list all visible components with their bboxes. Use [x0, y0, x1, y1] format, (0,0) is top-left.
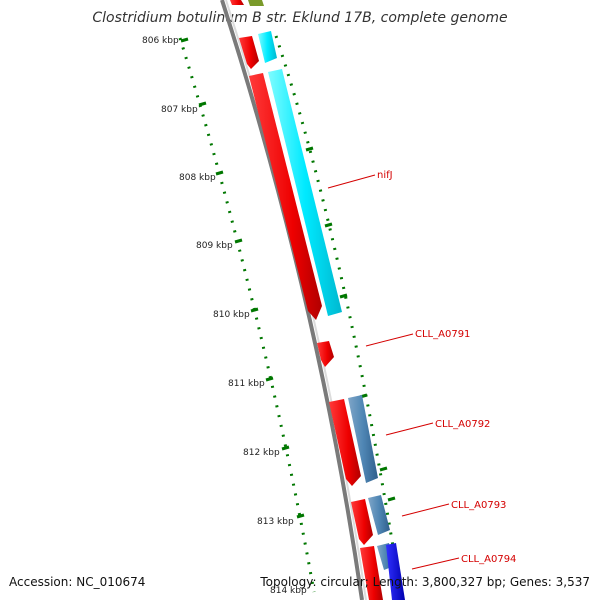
- genome-backbone: [220, 0, 364, 600]
- genome-summary-text: Topology: circular; Length: 3,800,327 bp…: [260, 575, 590, 589]
- tick-label: 810 kbp: [213, 310, 250, 320]
- genome-title: Clostridium botulinum B str. Eklund 17B,…: [92, 10, 508, 26]
- feature-olive: [248, 0, 264, 6]
- cds-feature-steel: [348, 395, 378, 483]
- genome-backbone-highlight: [225, 0, 367, 600]
- gene-label-cll-a0792: CLL_A0792: [435, 419, 490, 430]
- accession-text: Accession: NC_010674: [9, 575, 146, 589]
- cds-feature-steel: [368, 495, 390, 535]
- tick-label: 807 kbp: [161, 105, 198, 115]
- tick-label: 806 kbp: [142, 36, 179, 46]
- cds-feature-cyan: [268, 69, 342, 316]
- gene-label-nifj: nifJ: [377, 170, 393, 181]
- label-connectors: [327, 174, 460, 570]
- cds-feature: [329, 399, 361, 486]
- cds-feature: [249, 73, 322, 320]
- gene-label-cll-a0794: CLL_A0794: [461, 554, 516, 565]
- cds-feature: [360, 546, 383, 600]
- cds-feature: [230, 0, 244, 5]
- tick-marks: [180, 37, 305, 519]
- cds-feature: [239, 36, 259, 69]
- tick-labels: 806 kbp 807 kbp 808 kbp 809 kbp 810 kbp …: [142, 36, 307, 596]
- cds-feature-blue: [386, 543, 405, 600]
- tick-label: 812 kbp: [243, 448, 280, 458]
- tick-label: 813 kbp: [257, 517, 294, 527]
- gene-labels: nifJ CLL_A0791 CLL_A0792 CLL_A0793 CLL_A…: [377, 170, 516, 565]
- tick-label: 814 kbp: [270, 586, 307, 596]
- tick-label: 808 kbp: [179, 173, 216, 183]
- tick-label: 811 kbp: [228, 379, 265, 389]
- cds-feature: [351, 499, 373, 545]
- gene-label-cll-a0793: CLL_A0793: [451, 500, 506, 511]
- tick-label: 809 kbp: [196, 241, 233, 251]
- cds-feature-cyan: [258, 31, 277, 63]
- gene-label-cll-a0791: CLL_A0791: [415, 329, 470, 340]
- cds-feature: [317, 341, 334, 367]
